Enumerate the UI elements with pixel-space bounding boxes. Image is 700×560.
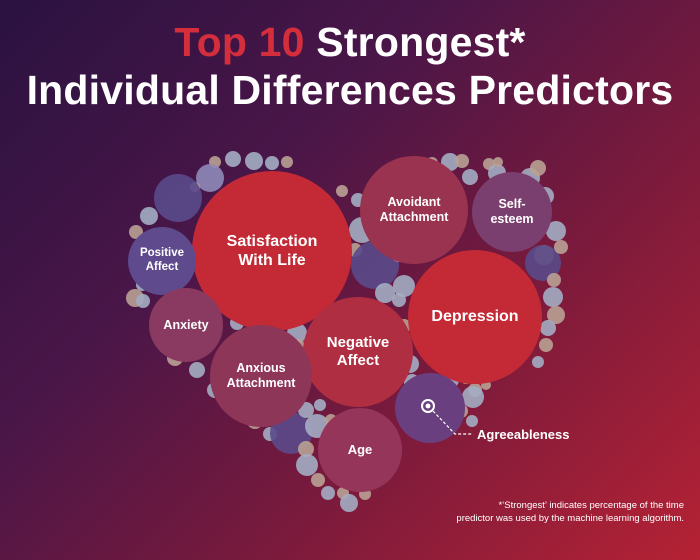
filler-bubble [525, 245, 561, 281]
filler-bubble [281, 156, 293, 168]
filler-bubble [530, 160, 546, 176]
age-bubble [318, 408, 402, 492]
filler-bubble [393, 275, 415, 297]
footnote: *‘Strongest’ indicates percentage of the… [354, 499, 684, 525]
filler-bubble [539, 338, 553, 352]
title-line-1-rest: Strongest* [316, 19, 526, 65]
filler-bubble [540, 320, 556, 336]
pointer-dot [425, 403, 431, 409]
filler-bubble [296, 454, 318, 476]
anxiety-bubble [149, 288, 223, 362]
filler-bubble [140, 207, 158, 225]
filler-bubble [196, 164, 224, 192]
pointer-leader-line [432, 410, 472, 435]
anxious-attachment-bubble [210, 325, 312, 427]
filler-bubble [466, 415, 478, 427]
filler-bubble [554, 240, 568, 254]
negative-affect-bubble [303, 297, 413, 407]
agreeableness-label: Agreeableness [477, 427, 570, 442]
filler-bubble [455, 154, 469, 168]
filler-bubbles [126, 151, 568, 512]
filler-bubble [225, 151, 241, 167]
title-accent: Top 10 [174, 19, 305, 65]
satisfaction-bubble [192, 171, 352, 331]
agreeableness-pointer [421, 399, 472, 435]
filler-bubble [462, 169, 478, 185]
filler-bubble [547, 306, 565, 324]
filler-bubble [392, 293, 406, 307]
title-line-1: Top 10 Strongest* [0, 18, 700, 66]
filler-bubble [375, 283, 395, 303]
filler-bubble [314, 399, 326, 411]
filler-bubble [265, 156, 279, 170]
filler-bubble [547, 273, 561, 287]
filler-bubble [298, 441, 314, 457]
filler-bubble [493, 157, 503, 167]
avoidant-attachment-bubble [360, 156, 468, 264]
footnote-line-1: *‘Strongest’ indicates percentage of the… [498, 500, 684, 511]
self-esteem-bubble [472, 172, 552, 252]
filler-bubble [336, 185, 348, 197]
filler-bubble [154, 174, 202, 222]
title-line-2: Individual Differences Predictors [26, 67, 674, 113]
pointer-ring [421, 399, 435, 413]
footnote-line-2: predictor was used by the machine learni… [456, 513, 684, 524]
filler-bubble [321, 486, 335, 500]
agreeableness-bubble [395, 373, 465, 443]
filler-bubble [532, 356, 544, 368]
filler-bubble [546, 221, 566, 241]
infographic-title: Top 10 Strongest* Individual Differences… [0, 18, 700, 114]
filler-bubble [189, 362, 205, 378]
predictor-bubbles [128, 156, 552, 492]
filler-bubble [311, 473, 325, 487]
positive-affect-bubble [128, 227, 196, 295]
filler-bubble [340, 494, 358, 512]
filler-bubble [129, 225, 143, 239]
filler-bubble [543, 287, 563, 307]
filler-bubble [136, 294, 150, 308]
filler-bubble [462, 386, 484, 408]
depression-bubble [408, 250, 542, 384]
filler-bubble [245, 152, 263, 170]
